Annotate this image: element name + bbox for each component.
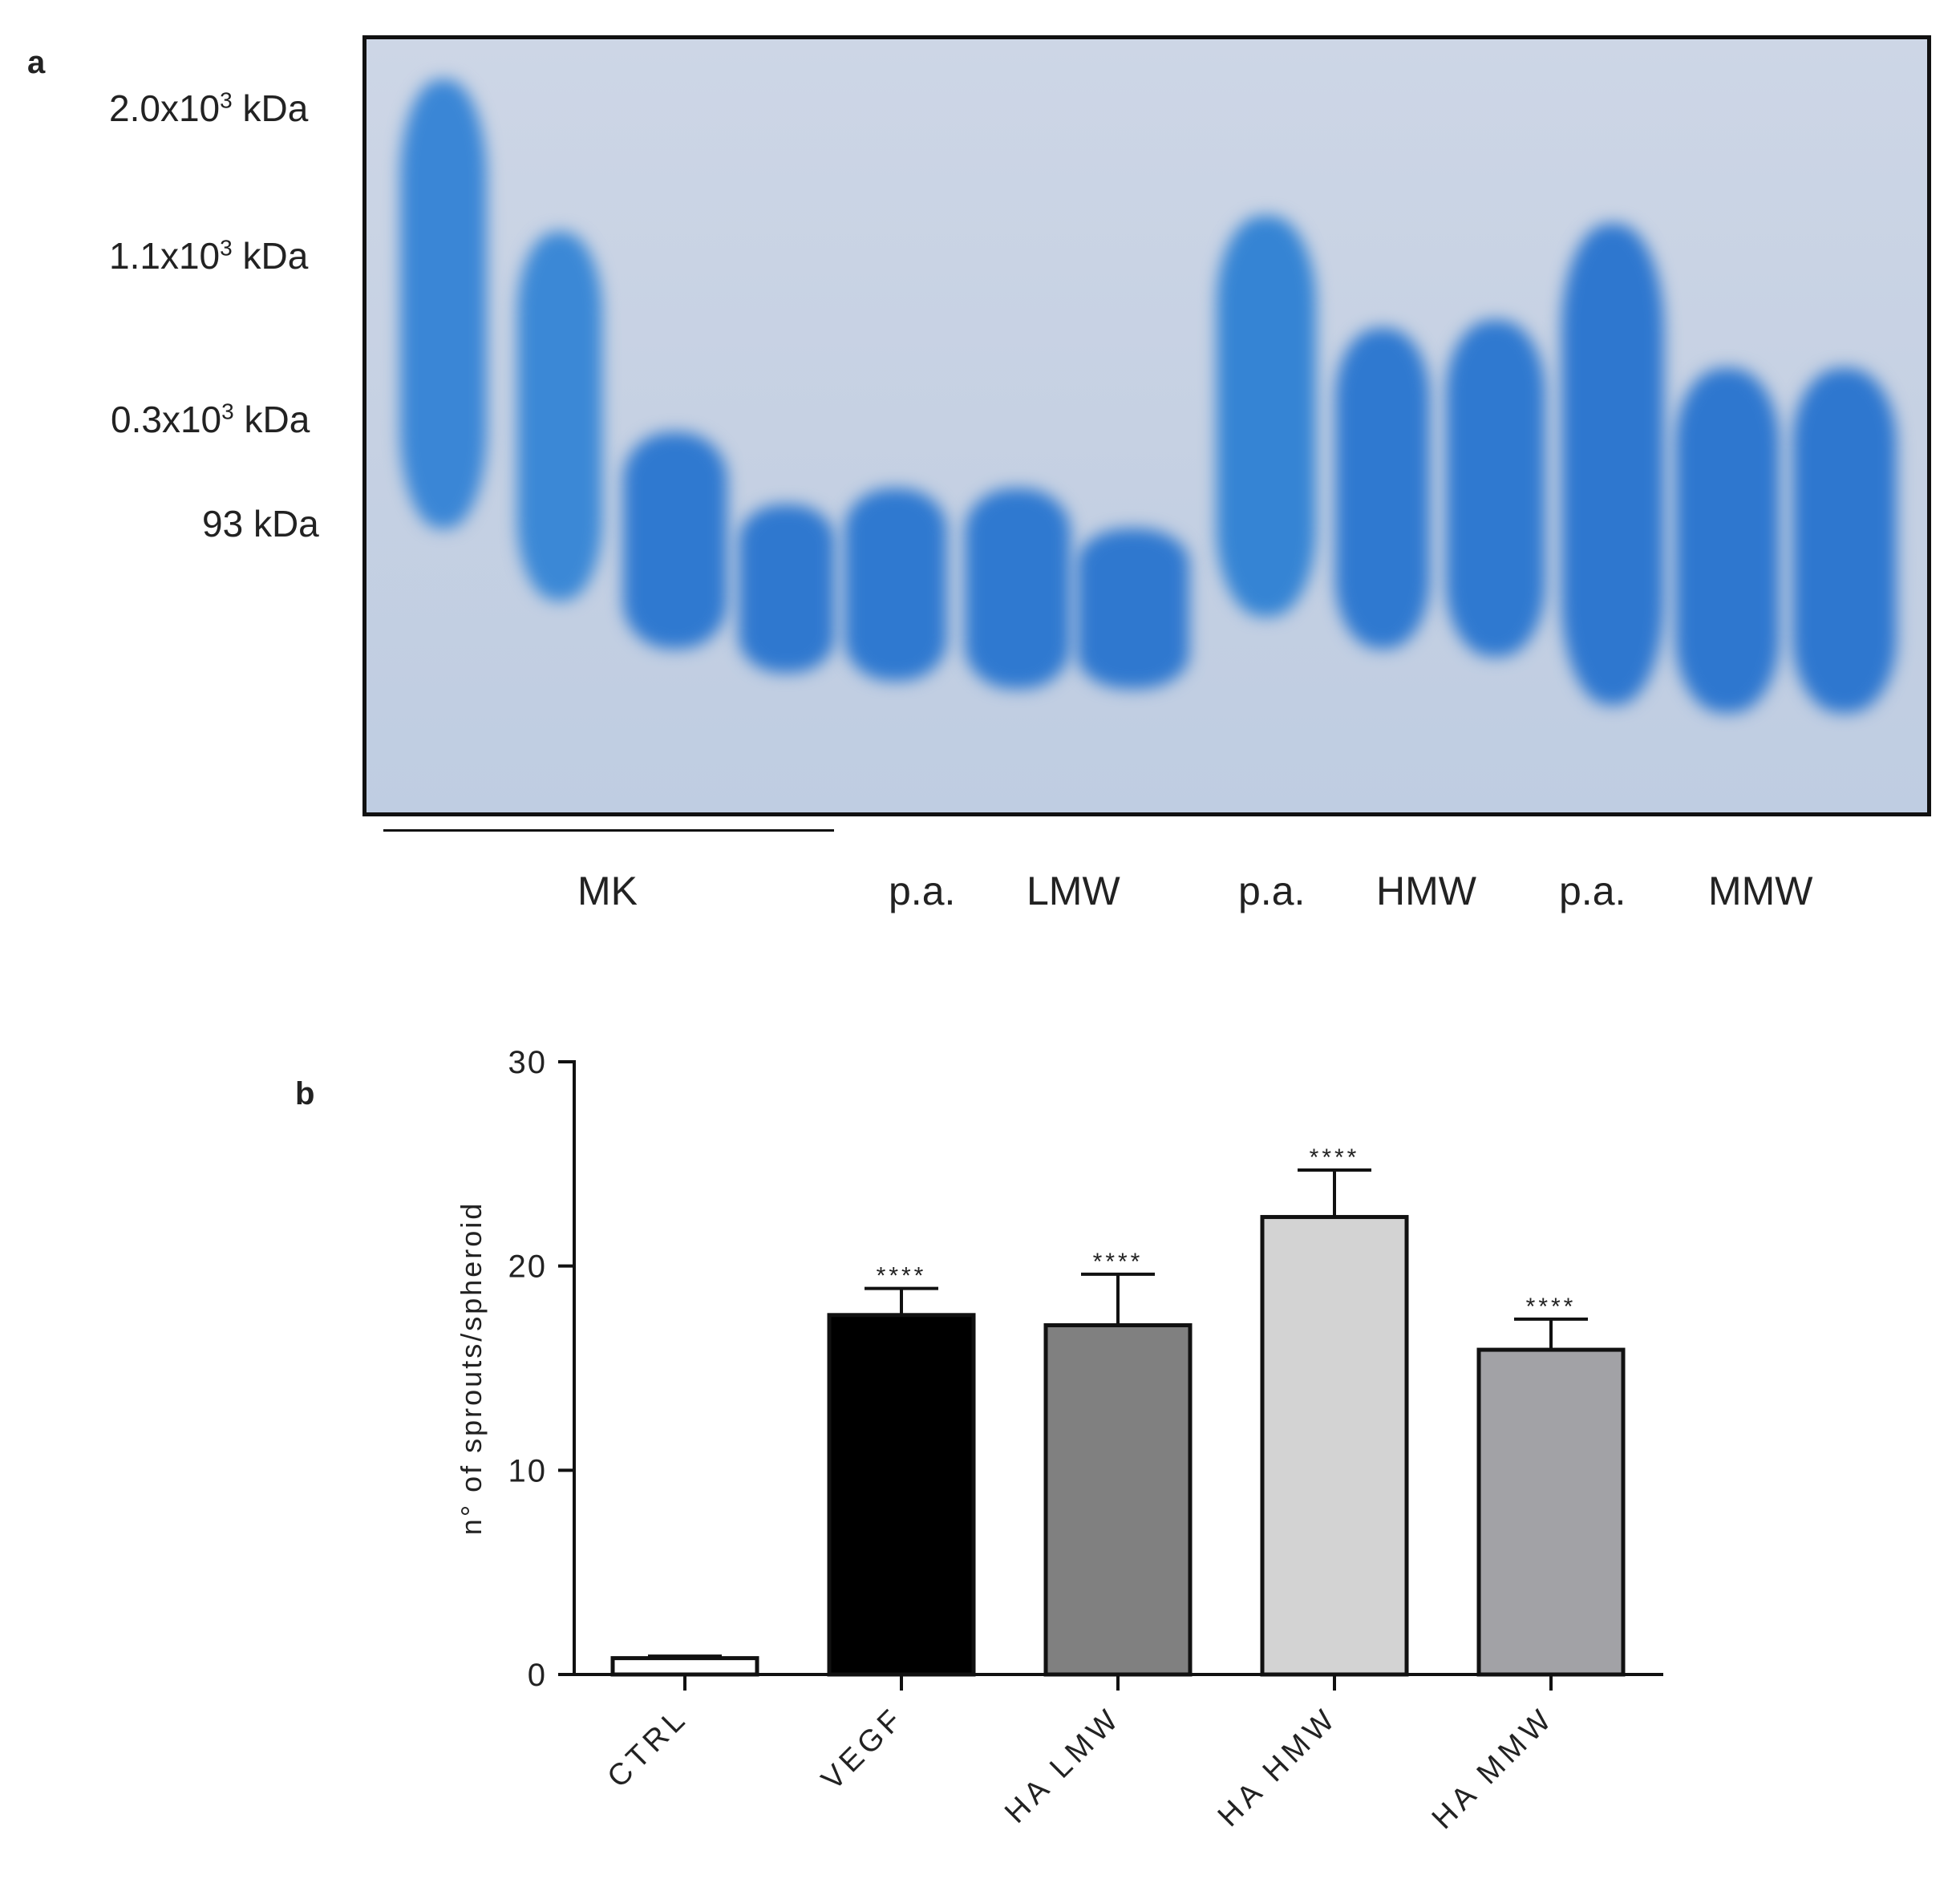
marker-93-kda: 93 kDa <box>202 503 319 545</box>
y-tick-label: 0 <box>528 1658 547 1693</box>
panel-b-letter: b <box>295 1076 315 1112</box>
x-tick-label: VEGF <box>816 1701 912 1797</box>
gel-band <box>623 432 727 649</box>
gel-band <box>1792 368 1897 713</box>
gel-band <box>739 504 835 673</box>
gel-image <box>362 35 1931 816</box>
y-tick-label: 20 <box>508 1249 548 1285</box>
gel-band <box>517 232 602 601</box>
bar-vegf <box>827 1313 976 1677</box>
x-tick-label: HA LMW <box>998 1701 1128 1830</box>
marker-1100-kda: 1.1x103 kDa <box>109 235 309 277</box>
marker-2000-kda: 2.0x103 kDa <box>109 87 309 129</box>
gel-band <box>844 488 947 681</box>
gel-band <box>1561 224 1664 705</box>
marker-lane-underline <box>383 829 834 832</box>
lane-label-mk: MK <box>577 869 638 913</box>
gel-band <box>1217 216 1316 617</box>
lane-label-pa-lmw: p.a. <box>889 869 956 913</box>
lane-label-pa-hmw: p.a. <box>1238 869 1306 913</box>
lane-label-hmw: HMW <box>1376 869 1476 913</box>
significance-label: **** <box>1093 1249 1144 1275</box>
lane-label-mmw: MMW <box>1708 869 1813 913</box>
x-tick-label: CTRL <box>601 1701 695 1795</box>
gel-band <box>1446 320 1545 657</box>
lane-label-lmw: LMW <box>1027 869 1120 913</box>
y-tick-label: 10 <box>508 1453 548 1488</box>
bar-ha-mmw <box>1476 1347 1626 1677</box>
panel-a-letter: a <box>27 45 46 80</box>
bar-ha-lmw <box>1043 1323 1193 1677</box>
y-axis-label: n° of sprouts/spheroid <box>455 1201 488 1536</box>
x-tick-label: HA HMW <box>1212 1701 1345 1834</box>
lane-label-pa-mmw: p.a. <box>1559 869 1626 913</box>
gel-band <box>1675 368 1780 713</box>
significance-label: **** <box>1526 1294 1577 1320</box>
gel-band <box>1077 528 1189 689</box>
bar-ctrl <box>610 1656 759 1677</box>
gel-band <box>965 488 1071 689</box>
marker-300-kda: 0.3x103 kDa <box>111 399 310 440</box>
significance-label: **** <box>877 1263 927 1290</box>
y-tick-label: 30 <box>508 1045 548 1080</box>
gel-band <box>400 79 487 528</box>
gel-band <box>1335 328 1430 649</box>
significance-label: **** <box>1310 1144 1360 1171</box>
bar-ha-hmw <box>1260 1215 1409 1677</box>
x-tick-label: HA MMW <box>1426 1701 1561 1836</box>
